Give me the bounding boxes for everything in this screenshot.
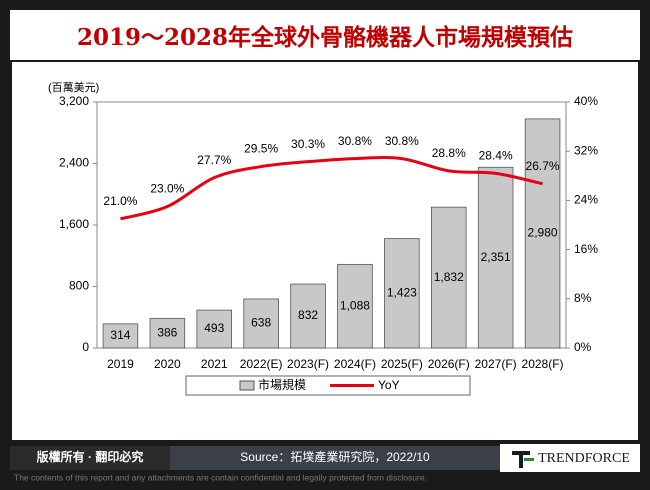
line-label: 27.7% [197, 153, 231, 167]
y-tick-label: 800 [69, 279, 89, 293]
bar [290, 283, 326, 349]
x-tick-label: 2024(F) [334, 357, 376, 371]
line-label: 28.8% [432, 146, 466, 160]
x-tick-label: 2023(F) [287, 357, 329, 371]
bar-label: 638 [251, 316, 271, 330]
y-tick-label: 3,200 [59, 94, 89, 108]
y-tick-label: 1,600 [59, 217, 89, 231]
copyright: 版權所有 · 翻印必究 [37, 449, 144, 464]
logo-box [500, 444, 640, 472]
x-tick-label: 2019 [107, 357, 134, 371]
chart-title: 2019～2028年全球外骨骼機器人市場規模預估 [77, 24, 573, 51]
bar-label: 1,088 [340, 298, 370, 312]
line-label: 21.0% [103, 194, 137, 208]
y2-tick-label: 16% [574, 242, 598, 256]
bar [196, 309, 233, 349]
copyright-box [10, 446, 170, 470]
line-label: 30.3% [291, 137, 325, 151]
y2-tick-label: 0% [574, 340, 592, 354]
bar-label: 832 [298, 308, 318, 322]
bar-label: 1,832 [434, 270, 464, 284]
bar [524, 118, 561, 349]
bar [430, 206, 467, 349]
bar [102, 323, 139, 349]
x-tick-label: 2028(F) [522, 357, 564, 371]
bar-label: 314 [110, 328, 130, 342]
line-label: 23.0% [150, 182, 184, 196]
legend-swatch [239, 380, 255, 391]
bar [149, 317, 186, 349]
line-label: 29.5% [244, 142, 278, 156]
bar [337, 263, 373, 349]
bar-label: 2,980 [528, 226, 558, 240]
line-label: 30.8% [385, 134, 419, 148]
logo-icon-accent [524, 458, 534, 461]
y2-tick-label: 32% [574, 143, 598, 157]
bar [477, 166, 514, 349]
disclaimer: The contents of this report and any atta… [14, 472, 427, 482]
x-tick-label: 2020 [154, 357, 181, 371]
bar-label: 2,351 [481, 250, 511, 264]
x-tick-label: 2021 [201, 357, 228, 371]
legend-label: YoY [378, 378, 400, 392]
bar-label: 493 [204, 321, 224, 335]
y2-tick-label: 24% [574, 193, 598, 207]
line-label: 28.4% [479, 149, 513, 163]
line-label: 26.7% [526, 159, 560, 173]
legend-box [185, 375, 471, 396]
y-tick-label: 2,400 [59, 156, 89, 170]
x-tick-label: 2025(F) [381, 357, 423, 371]
line-label: 30.8% [338, 134, 372, 148]
y-axis-label: (百萬美元) [48, 81, 99, 94]
yoy-line [120, 156, 543, 221]
legend-label: 市場規模 [258, 377, 306, 392]
bar [243, 298, 279, 349]
bar-label: 1,423 [387, 285, 417, 299]
title-band [10, 10, 640, 60]
x-tick-label: 2022(E) [240, 357, 283, 371]
bar [384, 238, 420, 349]
y2-tick-label: 40% [574, 94, 598, 108]
brand: TRENDFORCE [538, 451, 630, 466]
y2-tick-label: 8% [574, 291, 592, 305]
source-bar [170, 446, 500, 470]
source: Source：拓墣產業研究院，2022/10 [240, 449, 430, 464]
x-tick-label: 2026(F) [428, 357, 470, 371]
y-tick-label: 0 [82, 340, 89, 354]
logo-icon [512, 451, 530, 468]
x-tick-label: 2027(F) [475, 357, 517, 371]
bar-label: 386 [157, 325, 177, 339]
